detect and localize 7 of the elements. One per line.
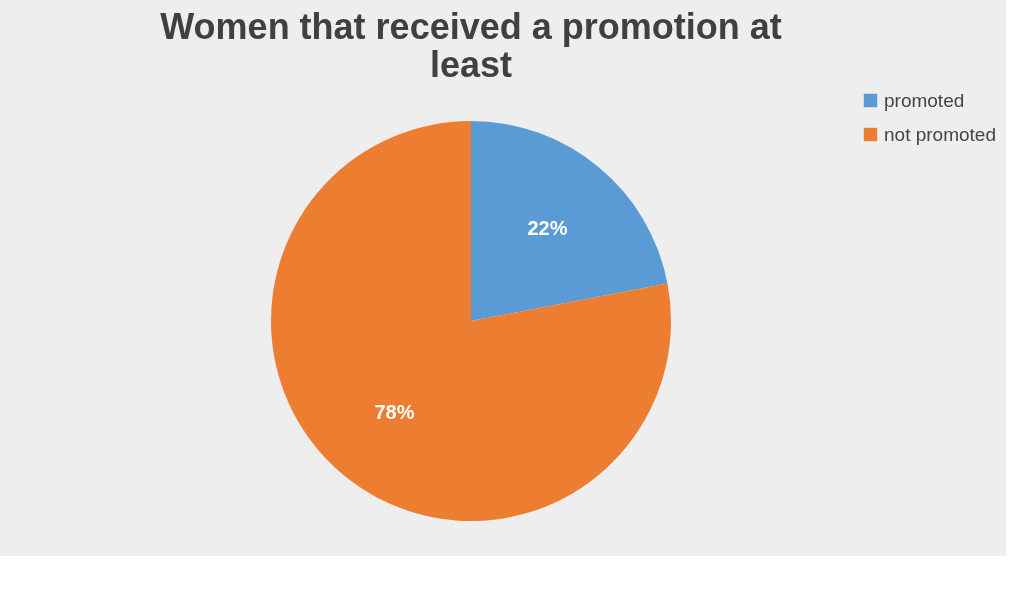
chart-title: Women that received a promotion at least: [160, 6, 782, 85]
pie-slice: [471, 121, 668, 321]
data-label: 22%: [527, 216, 568, 239]
data-label: 78%: [374, 401, 415, 424]
legend-label: promoted: [884, 89, 965, 111]
pie-slice: [271, 121, 671, 521]
legend-label: not promoted: [884, 123, 996, 145]
